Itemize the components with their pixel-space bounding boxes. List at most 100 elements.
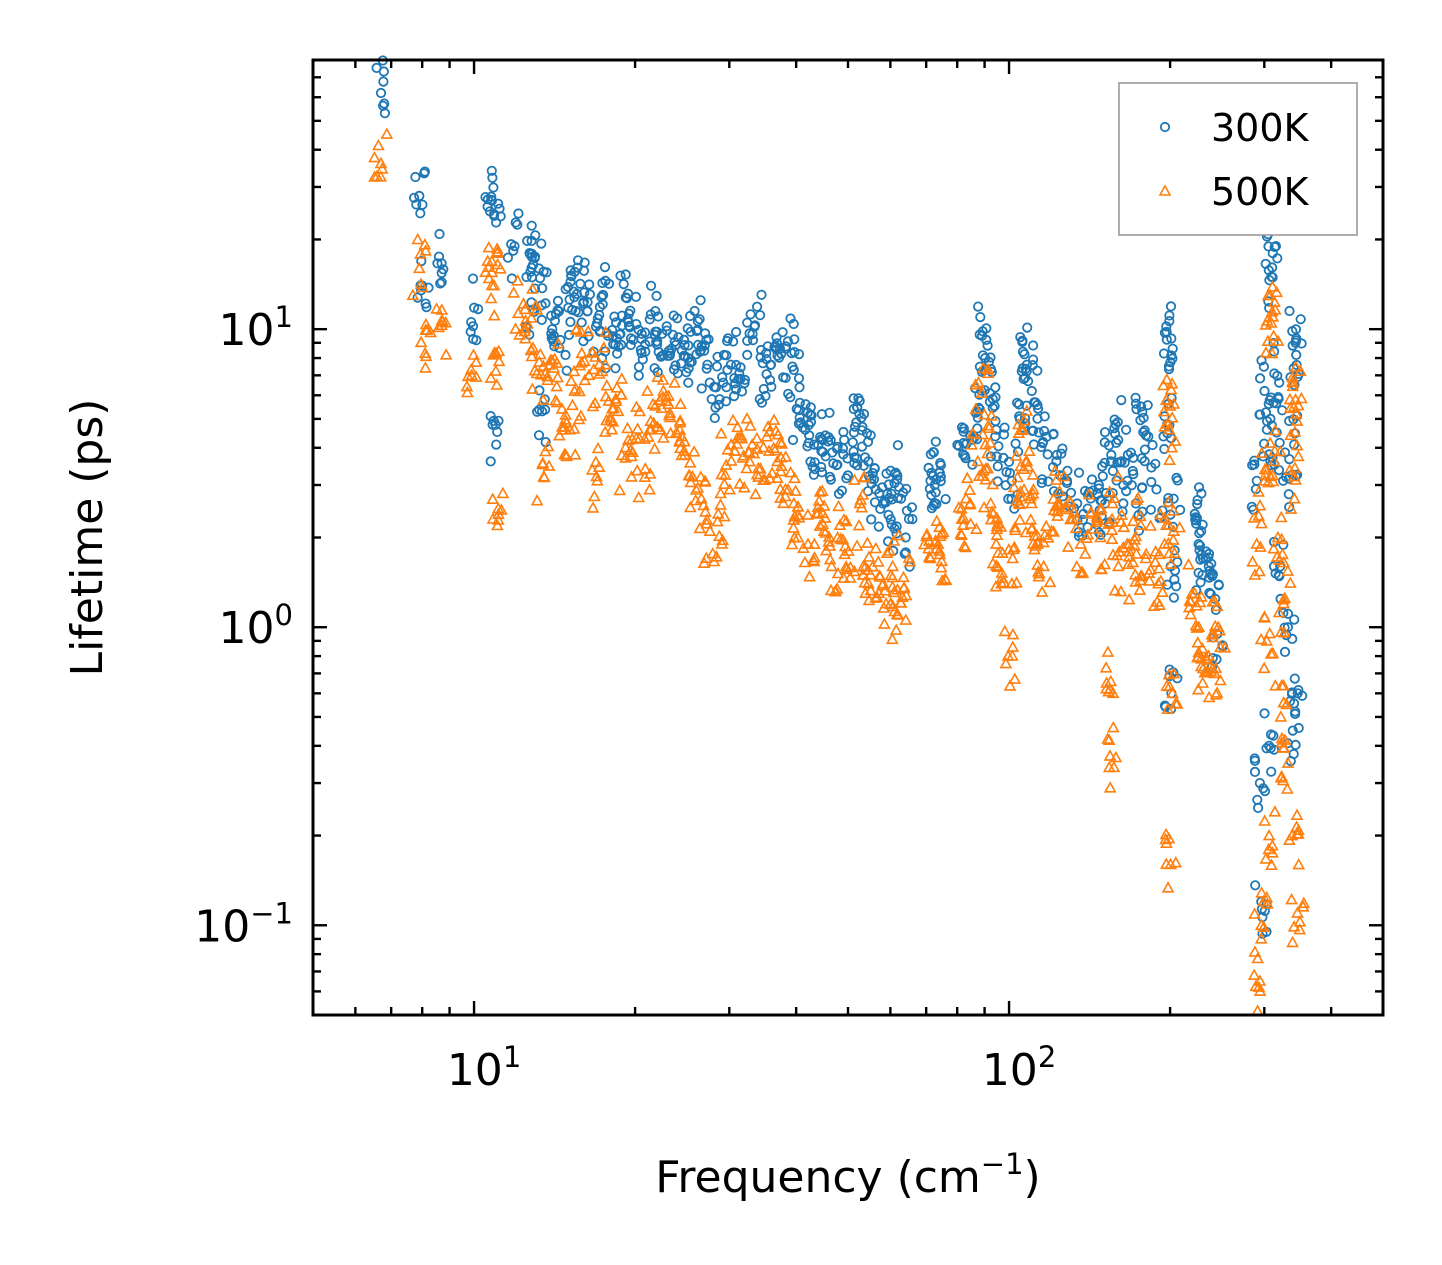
data-point [986, 507, 1000, 519]
data-point [887, 534, 901, 546]
data-point [1280, 782, 1294, 794]
data-point [1013, 497, 1027, 510]
data-point [1163, 492, 1174, 504]
data-point [1156, 585, 1169, 598]
data-point [718, 509, 731, 522]
data-point [892, 470, 903, 481]
data-point [889, 623, 903, 635]
data-point [1003, 456, 1015, 467]
data-point [1266, 474, 1280, 487]
data-point [621, 433, 635, 446]
data-point [1249, 753, 1260, 764]
data-point [560, 349, 571, 361]
data-point [930, 436, 941, 447]
data-point [1106, 686, 1120, 699]
data-point [1269, 679, 1282, 691]
data-point [518, 302, 532, 315]
data-point [1161, 334, 1172, 345]
data-point [1252, 980, 1266, 992]
data-point [1277, 696, 1291, 708]
data-point [992, 461, 1003, 472]
data-point [1190, 621, 1204, 633]
data-point [890, 607, 904, 620]
data-point [975, 311, 986, 323]
data-point [981, 334, 992, 345]
data-point [1289, 614, 1300, 625]
data-point [960, 452, 971, 464]
data-point [819, 543, 833, 556]
data-point [528, 364, 542, 376]
data-point [859, 586, 872, 599]
data-point [648, 442, 662, 454]
data-point [704, 377, 715, 388]
data-point [582, 368, 596, 381]
data-point [568, 448, 582, 460]
data-point [1157, 404, 1171, 417]
data-point [1111, 469, 1125, 482]
data-point [513, 328, 526, 340]
data-point [482, 271, 496, 284]
data-point [1152, 577, 1165, 589]
data-point [1255, 516, 1268, 529]
data-point [1033, 427, 1044, 438]
data-point [836, 533, 850, 545]
data-point [1247, 968, 1261, 980]
data-point [817, 499, 831, 511]
legend-marker-300K [1159, 121, 1171, 133]
data-point [537, 283, 548, 294]
x-tick-label: 102 [982, 1040, 1056, 1096]
data-point [643, 483, 656, 495]
data-point [801, 537, 815, 549]
data-point [960, 471, 974, 484]
data-point [773, 352, 785, 363]
data-point [1027, 425, 1038, 437]
data-point [471, 335, 482, 346]
data-point [1150, 458, 1161, 469]
data-point [565, 276, 576, 287]
data-point [1094, 562, 1108, 574]
data-point [869, 591, 882, 603]
data-point [488, 346, 501, 358]
data-point [597, 289, 609, 301]
data-point [974, 329, 985, 340]
data-point [1208, 595, 1222, 607]
data-point [414, 335, 428, 348]
data-point [952, 501, 966, 513]
data-point [1122, 545, 1136, 557]
data-point [1209, 661, 1223, 673]
data-point [464, 363, 478, 375]
data-point [465, 326, 476, 337]
data-point [569, 323, 583, 336]
data-point [995, 577, 1008, 589]
data-point [1061, 540, 1075, 552]
data-point [1254, 540, 1267, 552]
data-point [972, 376, 985, 388]
data-point [837, 571, 850, 583]
data-point [892, 440, 904, 451]
data-point [591, 441, 605, 454]
data-point [721, 382, 732, 393]
data-point [763, 425, 776, 437]
data-point [710, 382, 722, 393]
x-tick-label-exponent: 2 [1038, 1040, 1056, 1074]
data-point [982, 421, 996, 434]
data-point [701, 363, 712, 374]
data-point [509, 322, 522, 334]
data-point [1051, 498, 1065, 510]
x-tick-label-base: 10 [447, 1045, 503, 1096]
data-point [625, 333, 637, 344]
data-point [880, 546, 894, 559]
data-point [420, 323, 434, 335]
data-point [1133, 583, 1147, 596]
data-point [717, 372, 728, 383]
data-point [969, 402, 983, 414]
data-point [838, 547, 851, 560]
data-point [779, 450, 793, 462]
data-point [1184, 607, 1197, 620]
data-point [460, 379, 474, 392]
data-point [714, 427, 728, 439]
data-point [1259, 462, 1273, 475]
data-point [1254, 632, 1268, 645]
data-point [1257, 920, 1271, 933]
data-point [730, 326, 742, 338]
